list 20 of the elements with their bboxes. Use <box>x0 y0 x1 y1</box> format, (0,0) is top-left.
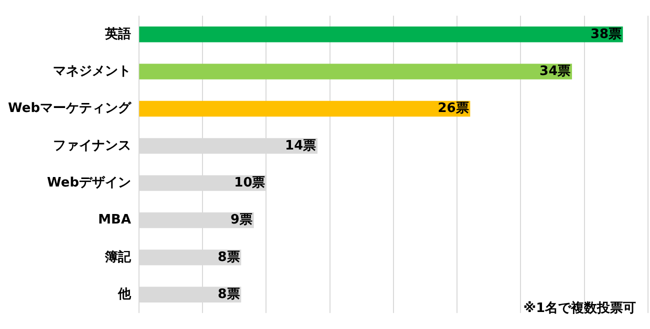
bar <box>139 100 470 117</box>
y-tick-label: 他 <box>117 286 132 302</box>
data-label: 8票 <box>218 286 240 302</box>
y-tick-label: Webデザイン <box>47 175 131 190</box>
bar <box>139 26 623 42</box>
y-tick-label: 簿記 <box>104 248 132 265</box>
data-label: 10票 <box>234 175 266 190</box>
bar <box>139 64 572 80</box>
annotation: ※1名で複数投票可 <box>523 300 636 317</box>
data-label: 9票 <box>230 212 253 228</box>
y-tick-label: マネジメント <box>53 64 131 79</box>
y-tick-label: MBA <box>98 212 131 228</box>
y-tick-label: Webマーケティング <box>8 101 132 116</box>
y-tick-label: 英語 <box>104 26 131 42</box>
data-label: 8票 <box>218 250 240 265</box>
y-tick-label: ファイナンス <box>53 138 131 154</box>
data-label: 14票 <box>285 138 316 154</box>
data-label: 26票 <box>438 101 469 116</box>
data-label: 38票 <box>590 26 622 42</box>
data-label: 34票 <box>540 64 571 79</box>
